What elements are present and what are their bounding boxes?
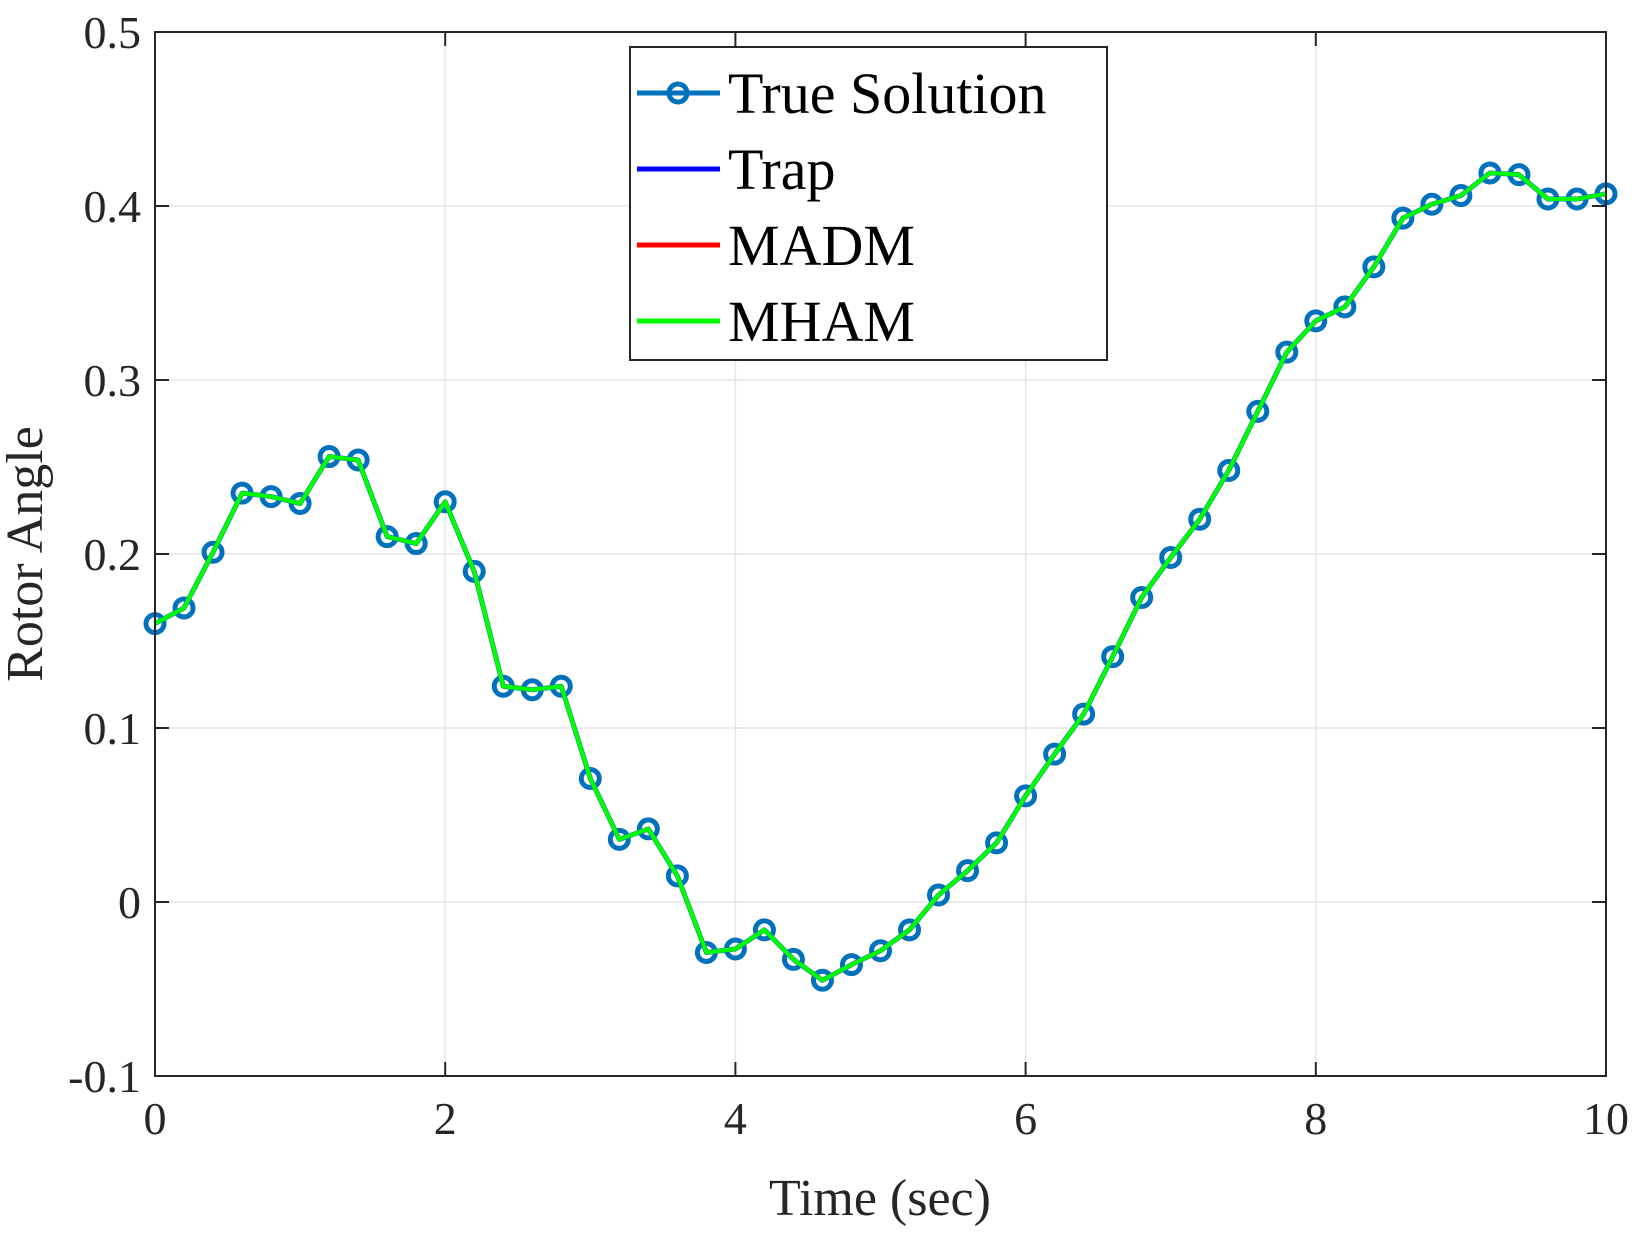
data-point-marker: [433, 490, 457, 514]
data-point-marker: [1362, 255, 1386, 279]
data-point-marker: [1043, 742, 1067, 766]
data-point-marker: [404, 532, 428, 556]
legend-swatch-marker: [666, 81, 690, 105]
data-point-marker: [607, 827, 631, 851]
data-point-marker: [1449, 184, 1473, 208]
legend-entry-label: MHAM: [728, 289, 915, 354]
data-point-marker: [1420, 192, 1444, 216]
x-tick-label: 0: [144, 1093, 167, 1144]
data-point-marker: [578, 766, 602, 790]
data-point-marker: [1391, 206, 1415, 230]
x-tick-label: 6: [1014, 1093, 1037, 1144]
y-tick-label: -0.1: [68, 1051, 141, 1102]
data-point-marker: [1217, 458, 1241, 482]
data-point-marker: [898, 918, 922, 942]
data-point-marker: [462, 559, 486, 583]
legend: True Solution Trap MADM MHAM: [629, 46, 1108, 361]
y-tick-label: 0.4: [84, 181, 142, 232]
legend-entry-label: MADM: [728, 213, 915, 278]
data-point-marker: [636, 817, 660, 841]
y-tick-label: 0: [118, 877, 141, 928]
data-point-marker: [1072, 702, 1096, 726]
axes: [154, 31, 1607, 1077]
data-point-marker: [869, 939, 892, 963]
data-point-marker: [1101, 645, 1125, 669]
data-point-marker: [375, 525, 399, 549]
series-layer: [143, 161, 1618, 992]
data-point-marker: [810, 968, 834, 992]
y-axis-label: Rotor Angle: [0, 426, 54, 682]
data-point-marker: [1159, 545, 1183, 569]
y-tick-label: 0.2: [84, 529, 142, 580]
data-point-marker: [1275, 340, 1299, 364]
data-point-marker: [1304, 309, 1328, 333]
x-axis-label: Time (sec): [769, 1170, 991, 1227]
data-point-marker: [201, 540, 225, 564]
x-tick-label: 10: [1583, 1093, 1629, 1144]
tick-labels: 0 2 4 6 8 10-0.100.10.20.30.40.5: [68, 7, 1629, 1144]
data-point-marker: [1333, 295, 1357, 319]
y-tick-label: 0.1: [84, 703, 142, 754]
legend-box: [629, 46, 1108, 361]
x-tick-label: 4: [724, 1093, 747, 1144]
data-point-marker: [956, 859, 980, 883]
data-point-marker: [839, 953, 863, 977]
legend-entry-label: Trap: [728, 137, 835, 202]
data-point-marker: [752, 918, 776, 942]
series-line-top-overlay: [154, 170, 1607, 983]
data-point-marker: [172, 596, 196, 620]
data-point-marker: [665, 864, 689, 888]
data-point-marker: [781, 947, 805, 971]
data-point-marker: [927, 883, 951, 907]
y-tick-label: 0.3: [84, 355, 142, 406]
x-tick-label: 2: [434, 1093, 457, 1144]
x-tick-label: 8: [1304, 1093, 1327, 1144]
y-tick-label: 0.5: [84, 7, 142, 58]
data-point-marker: [1188, 507, 1212, 531]
data-point-marker: [288, 492, 312, 516]
data-point-marker: [1246, 399, 1270, 423]
data-point-marker: [985, 831, 1009, 855]
legend-entry-label: True Solution: [728, 61, 1047, 126]
data-point-marker: [1130, 586, 1154, 609]
data-point-marker: [1014, 784, 1038, 808]
